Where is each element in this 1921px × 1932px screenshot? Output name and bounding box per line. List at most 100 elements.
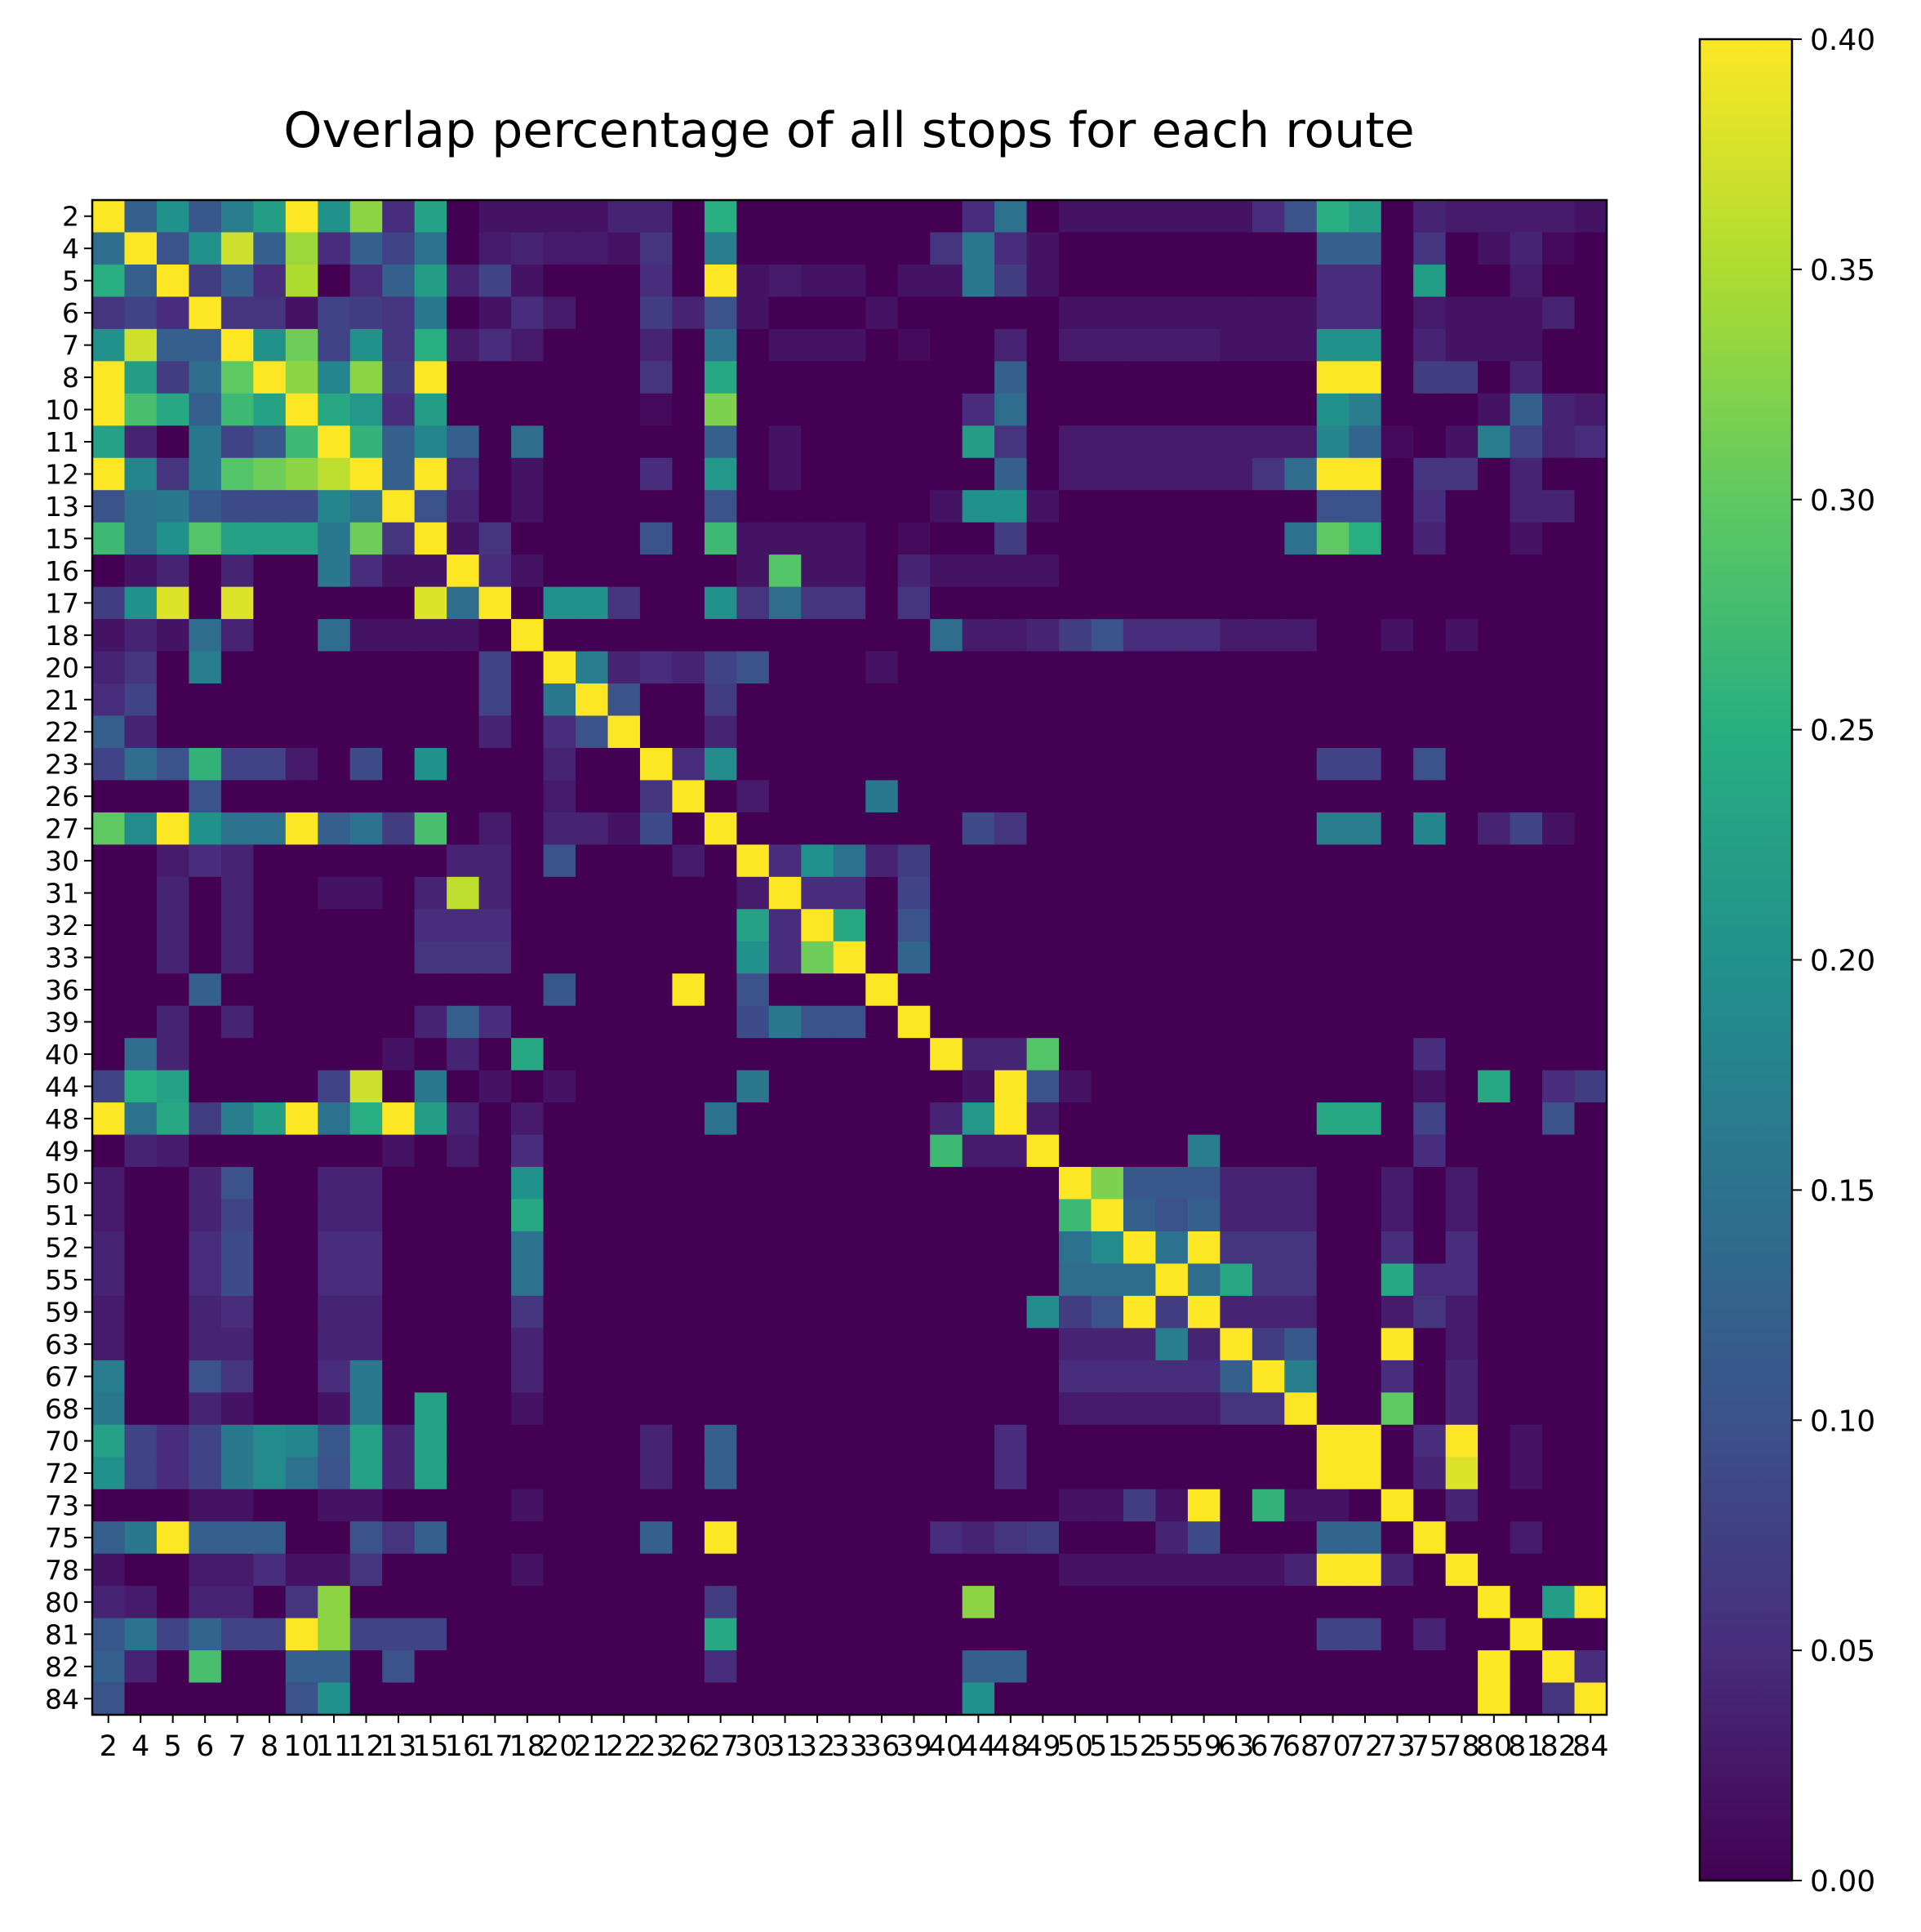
heatmap-cell [1542,941,1576,974]
heatmap-cell [1155,1231,1189,1265]
heatmap-cell [1445,554,1479,588]
heatmap-cell [92,1521,126,1555]
heatmap-cell [1510,1521,1543,1555]
heatmap-cell [897,1231,931,1265]
heatmap-cell [1155,1618,1189,1651]
heatmap-cell [833,200,866,234]
heatmap-cell [220,683,254,717]
heatmap-cell [543,328,576,362]
heatmap-cell [1478,876,1511,910]
heatmap-cell [1059,1586,1092,1619]
heatmap-cell [1026,264,1060,298]
heatmap-cell [253,1457,287,1490]
heatmap-cell [124,1263,158,1297]
heatmap-cell [801,1328,834,1361]
heatmap-cell [1187,1521,1221,1555]
heatmap-cell [1091,1134,1124,1168]
heatmap-cell [962,522,995,555]
heatmap-cell [704,1005,737,1039]
heatmap-cell [414,264,447,298]
heatmap-cell [639,1263,674,1297]
heatmap-cell [1316,876,1350,910]
heatmap-cell [349,1489,383,1522]
heatmap-cell [1349,1102,1382,1136]
heatmap-cell [1220,457,1253,491]
heatmap-cell [1574,490,1608,523]
heatmap-cell [220,747,254,781]
heatmap-cell [833,876,866,910]
heatmap-cell [1091,522,1124,555]
heatmap-cell [1252,1134,1285,1168]
heatmap-cell [865,1134,899,1168]
heatmap-cell [1155,812,1189,845]
heatmap-cell [1026,1295,1060,1329]
colorbar-tick-label: 0.00 [1810,1865,1875,1899]
heatmap-cell [511,393,545,426]
heatmap-cell [1478,1295,1511,1329]
heatmap-cell [1220,232,1253,265]
heatmap-cell [897,1457,931,1490]
heatmap-cell [253,1553,287,1587]
heatmap-cell [1026,683,1060,717]
heatmap-cell [865,264,899,298]
heatmap-cell [1026,941,1060,974]
heatmap-cell [447,1102,480,1136]
heatmap-cell [156,1553,190,1587]
heatmap-cell [478,393,512,426]
heatmap-cell [865,328,899,362]
heatmap-cell [1155,1392,1189,1426]
y-tick-label: 6 [62,297,79,329]
heatmap-cell [1220,812,1253,845]
heatmap-cell [1413,1553,1447,1587]
y-tick-label: 68 [45,1393,79,1425]
y-tick-label: 23 [45,749,79,781]
heatmap-cell [994,200,1028,234]
heatmap-cell [1510,1586,1543,1619]
heatmap-cell [92,1231,126,1265]
heatmap-cell [897,973,931,1007]
heatmap-cell [543,812,576,845]
heatmap-cell [736,1521,770,1555]
heatmap-cell [1091,812,1124,845]
heatmap-cell [253,1295,287,1329]
heatmap-cell [285,973,318,1007]
heatmap-cell [478,1199,512,1232]
heatmap-cell [447,1521,480,1555]
heatmap-cell [576,393,609,426]
heatmap-cell [1413,586,1447,620]
heatmap-cell [447,683,480,717]
heatmap-cell [511,232,545,265]
heatmap-cell [1574,683,1608,717]
heatmap-cell [576,1392,609,1426]
heatmap-cell [1123,715,1157,749]
heatmap-cell [1155,683,1189,717]
heatmap-cell [156,909,190,942]
heatmap-cell [349,1553,383,1587]
heatmap-cell [1381,425,1414,459]
heatmap-cell [1542,1199,1576,1232]
heatmap-cell [1574,1102,1608,1136]
heatmap-cell [994,1489,1028,1522]
heatmap-cell [1026,812,1060,845]
heatmap-cell [478,1167,512,1200]
heatmap-cell [447,844,480,878]
heatmap-cell [672,490,705,523]
heatmap-cell [1026,522,1060,555]
heatmap-cell [1026,1553,1060,1587]
heatmap-cell [1284,683,1318,717]
heatmap-cell [768,1199,802,1232]
heatmap-cell [1574,264,1608,298]
heatmap-cell [801,457,834,491]
heatmap-cell [865,1553,899,1587]
heatmap-cell [576,522,609,555]
heatmap-cell [865,1521,899,1555]
heatmap-cell [930,619,963,652]
heatmap-cell [994,457,1028,491]
heatmap-cell [1059,522,1092,555]
heatmap-cell [1381,1005,1414,1039]
heatmap-cell [704,586,737,620]
heatmap-cell [447,1360,480,1393]
x-tick-label: 6 [196,1730,214,1763]
heatmap-cell [897,586,931,620]
heatmap-cell [92,457,126,491]
